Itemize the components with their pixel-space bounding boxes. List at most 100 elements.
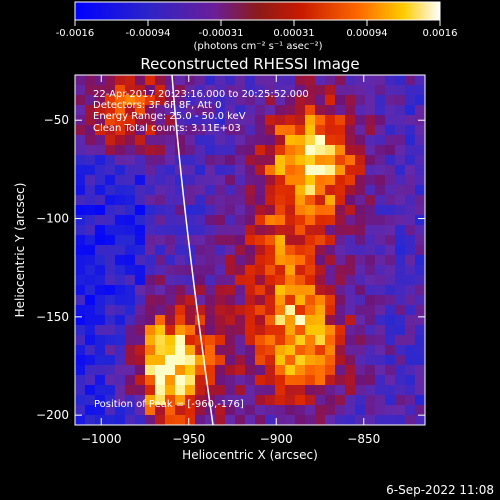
heatmap-cell (315, 165, 326, 176)
heatmap-cell (125, 265, 136, 276)
heatmap-cell (95, 225, 106, 236)
heatmap-cell (105, 355, 116, 366)
heatmap-cell (315, 225, 326, 236)
heatmap-cell (245, 225, 256, 236)
heatmap-cell (285, 285, 296, 296)
heatmap-cell (85, 395, 96, 406)
heatmap-cell (125, 75, 136, 86)
heatmap-cell (245, 275, 256, 286)
heatmap-cell (195, 105, 206, 116)
heatmap-cell (265, 95, 276, 106)
heatmap-cell (255, 245, 266, 256)
heatmap-cell (145, 395, 156, 406)
heatmap-cell (145, 335, 156, 346)
heatmap-cell (355, 265, 366, 276)
heatmap-cell (405, 95, 416, 106)
heatmap-cell (175, 95, 186, 106)
heatmap-cell (175, 135, 186, 146)
heatmap-cell (125, 295, 136, 306)
heatmap-cell (295, 255, 306, 266)
heatmap-cell (235, 135, 246, 146)
heatmap-cell (395, 235, 406, 246)
heatmap-cell (235, 215, 246, 226)
y-axis-label: Heliocentric Y (arcsec) (13, 183, 27, 318)
heatmap-cell (235, 355, 246, 366)
heatmap-cell (135, 175, 146, 186)
heatmap-cell (395, 245, 406, 256)
heatmap-cell (125, 325, 136, 336)
heatmap-cell (275, 245, 286, 256)
heatmap-cell (275, 125, 286, 136)
heatmap-cell (125, 375, 136, 386)
heatmap-cell (415, 415, 425, 425)
heatmap-cell (275, 315, 286, 326)
heatmap-cell (245, 215, 256, 226)
heatmap-cell (75, 275, 86, 286)
heatmap-cell (235, 145, 246, 156)
heatmap-cell (275, 165, 286, 176)
heatmap-cell (415, 105, 425, 116)
heatmap-cell (355, 135, 366, 146)
heatmap-cell (155, 205, 166, 216)
heatmap-cell (135, 235, 146, 246)
heatmap-cell (305, 85, 316, 96)
heatmap-cell (125, 85, 136, 96)
heatmap-cell (185, 355, 196, 366)
heatmap-cell (375, 315, 386, 326)
heatmap-cell (365, 75, 376, 86)
heatmap-cell (185, 295, 196, 306)
heatmap-cell (265, 355, 276, 366)
heatmap-cell (305, 105, 316, 116)
x-tick-label: −850 (347, 432, 380, 446)
heatmap-cell (195, 175, 206, 186)
heatmap-cell (105, 85, 116, 96)
heatmap-cell (385, 285, 396, 296)
heatmap-cell (275, 255, 286, 266)
heatmap-cell (225, 185, 236, 196)
heatmap-cell (405, 205, 416, 216)
heatmap-cell (125, 415, 136, 425)
heatmap-cell (375, 145, 386, 156)
heatmap-cell (105, 115, 116, 126)
heatmap-cell (145, 315, 156, 326)
heatmap-cell (165, 165, 176, 176)
heatmap-cell (145, 85, 156, 96)
heatmap-cell (155, 335, 166, 346)
heatmap-cell (355, 105, 366, 116)
heatmap-cell (115, 325, 126, 336)
heatmap-cell (75, 295, 86, 306)
heatmap-cell (415, 205, 425, 216)
heatmap-cell (395, 355, 406, 366)
heatmap-cell (325, 255, 336, 266)
heatmap-cell (295, 305, 306, 316)
heatmap-cell (205, 375, 216, 386)
heatmap-cell (305, 255, 316, 266)
heatmap-cell (385, 405, 396, 416)
heatmap-cell (115, 245, 126, 256)
heatmap-cell (205, 335, 216, 346)
heatmap-cell (195, 395, 206, 406)
heatmap-cell (175, 375, 186, 386)
heatmap-cell (365, 195, 376, 206)
heatmap-cell (345, 325, 356, 336)
heatmap-cell (205, 75, 216, 86)
heatmap-cell (295, 125, 306, 136)
heatmap-cell (255, 195, 266, 206)
heatmap-cell (255, 415, 266, 425)
heatmap-cell (375, 155, 386, 166)
heatmap-cell (85, 205, 96, 216)
heatmap-cell (305, 325, 316, 336)
heatmap-cell (275, 345, 286, 356)
heatmap-cell (145, 115, 156, 126)
heatmap-cell (385, 295, 396, 306)
heatmap-cell (135, 355, 146, 366)
heatmap-cell (305, 275, 316, 286)
heatmap-cell (205, 155, 216, 166)
heatmap-cell (285, 355, 296, 366)
heatmap-cell (415, 395, 425, 406)
heatmap-cell (305, 75, 316, 86)
heatmap-cell (85, 245, 96, 256)
heatmap-cell (235, 345, 246, 356)
heatmap-cell (115, 85, 126, 96)
heatmap-cell (105, 235, 116, 246)
